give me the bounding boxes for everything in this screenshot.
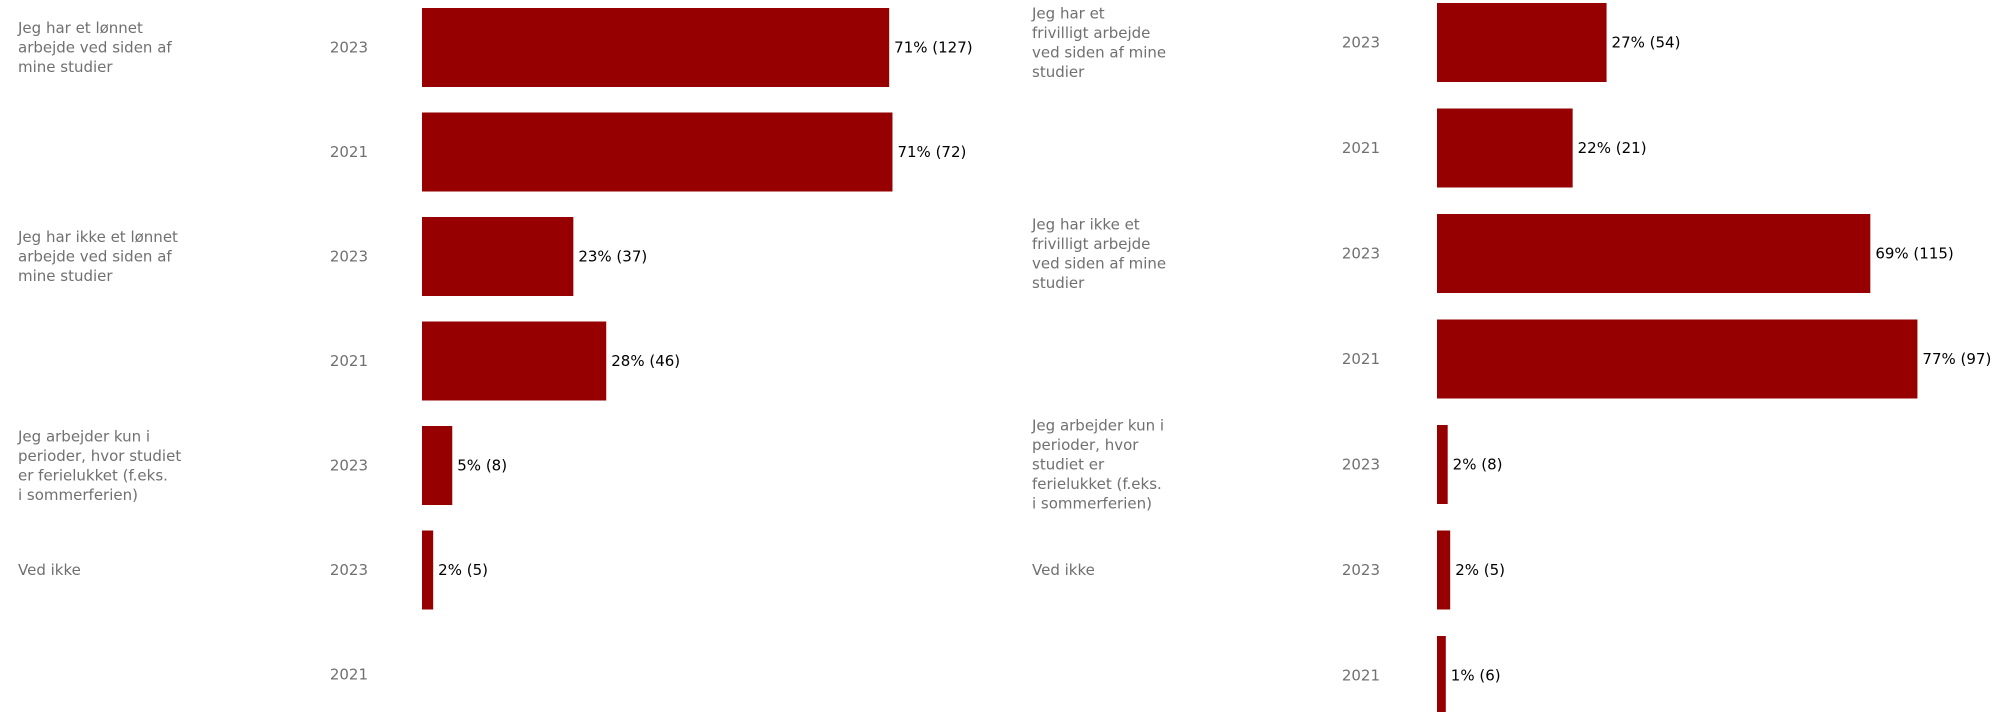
year-label: 2021	[330, 666, 368, 684]
category-label: Jeg har et frivilligt arbejde ved siden af…	[1031, 4, 1166, 81]
bar	[1437, 530, 1451, 610]
value-label: 1% (6)	[1451, 667, 1501, 685]
bar	[422, 112, 893, 192]
bar	[1437, 3, 1607, 82]
value-label: 5% (8)	[457, 457, 507, 475]
bar	[1437, 636, 1446, 712]
category-label: Ved ikke	[18, 561, 81, 579]
value-label: 2% (5)	[1455, 561, 1505, 579]
category-label: Jeg har ikke et frivilligt arbejde ved sid…	[1031, 215, 1166, 292]
category-label: Jeg har ikke et lønnet arbejde ved siden …	[17, 228, 178, 285]
year-label: 2023	[330, 457, 368, 475]
chart-panel-1: Jeg har et lønnet arbejde ved siden af min…	[17, 8, 973, 684]
year-label: 2023	[1342, 245, 1380, 263]
value-label: 71% (72)	[897, 143, 966, 161]
bar	[422, 321, 607, 401]
year-label: 2023	[330, 39, 368, 57]
bar	[422, 217, 574, 296]
bar	[1437, 319, 1918, 399]
year-label: 2021	[330, 143, 368, 161]
year-label: 2021	[1342, 139, 1380, 157]
chart-panel-2: Jeg har et frivilligt arbejde ved siden af…	[1031, 3, 1991, 712]
value-label: 71% (127)	[894, 39, 972, 57]
value-label: 2% (8)	[1453, 456, 1503, 474]
value-label: 27% (54)	[1612, 34, 1681, 52]
value-label: 2% (5)	[438, 561, 488, 579]
value-label: 77% (97)	[1922, 350, 1991, 368]
year-label: 2023	[330, 561, 368, 579]
category-label: Ved ikke	[1032, 561, 1095, 579]
value-label: 23% (37)	[578, 248, 647, 266]
value-label: 69% (115)	[1875, 245, 1953, 263]
year-label: 2023	[1342, 34, 1380, 52]
bar	[422, 530, 434, 610]
year-label: 2023	[1342, 561, 1380, 579]
bar	[1437, 425, 1448, 504]
year-label: 2021	[1342, 667, 1380, 685]
bar	[1437, 214, 1871, 293]
year-label: 2021	[330, 352, 368, 370]
category-label: Jeg arbejder kun i perioder, hvor studiet…	[17, 427, 181, 504]
year-label: 2023	[330, 248, 368, 266]
category-label: Jeg arbejder kun i perioder, hvor studiet …	[1031, 417, 1164, 513]
value-label: 28% (46)	[611, 352, 680, 370]
value-label: 22% (21)	[1578, 139, 1647, 157]
year-label: 2023	[1342, 456, 1380, 474]
year-label: 2021	[1342, 350, 1380, 368]
bar	[422, 426, 453, 505]
bar	[1437, 108, 1573, 188]
category-label: Jeg har et lønnet arbejde ved siden af min…	[17, 19, 172, 76]
bar	[422, 8, 890, 87]
